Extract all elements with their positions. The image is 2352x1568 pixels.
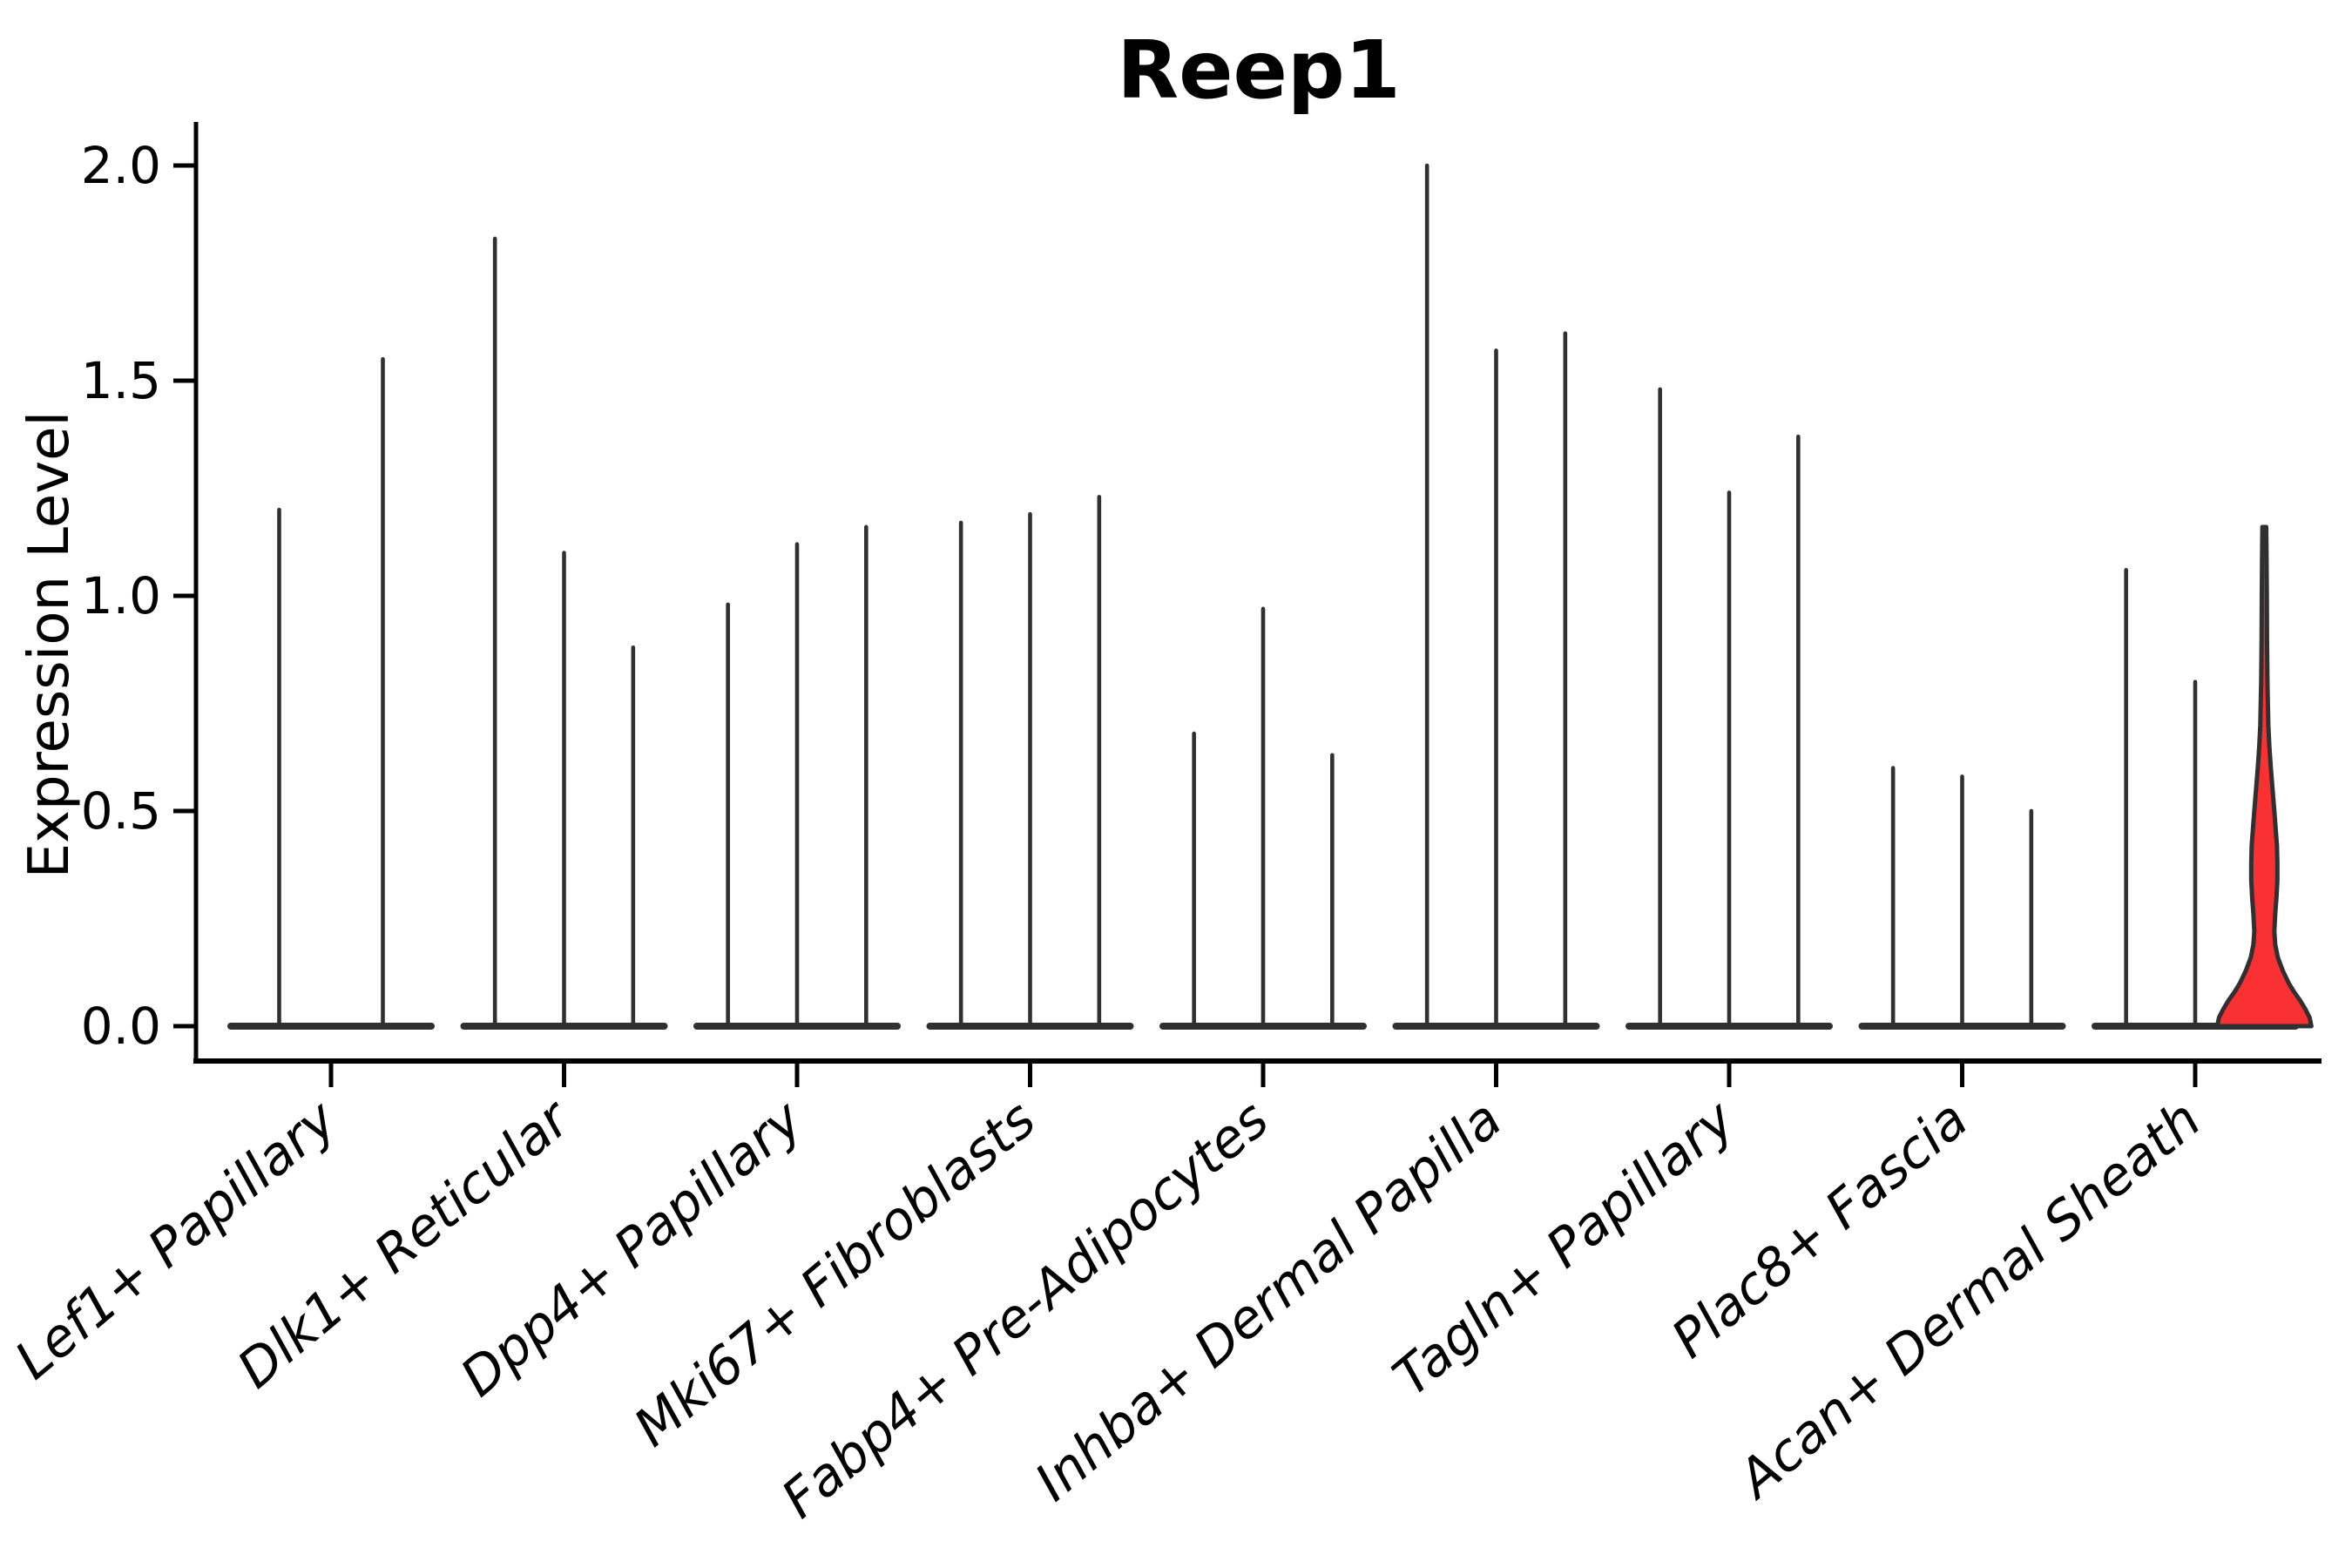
y-tick-label: 1.5 (81, 351, 161, 410)
x-tick-label: Mki67+ Fibroblasts (623, 1089, 1047, 1459)
y-tick-label: 1.0 (81, 566, 161, 625)
y-tick-label: 0.0 (81, 997, 161, 1056)
x-tick-label: Acan+ Dermal Sheath (1725, 1089, 2213, 1512)
y-axis-label: Expression Level (17, 411, 82, 879)
y-tick-label: 2.0 (81, 136, 161, 195)
x-tick-label: Inhba+ Dermal Papilla (1024, 1089, 1513, 1513)
highlighted-violin (2214, 524, 2314, 1029)
x-tick-label: Fabp4+ Pre-Adipocytes (770, 1089, 1280, 1531)
y-tick-label: 0.5 (81, 781, 161, 841)
chart-title: Reep1 (1117, 24, 1401, 117)
